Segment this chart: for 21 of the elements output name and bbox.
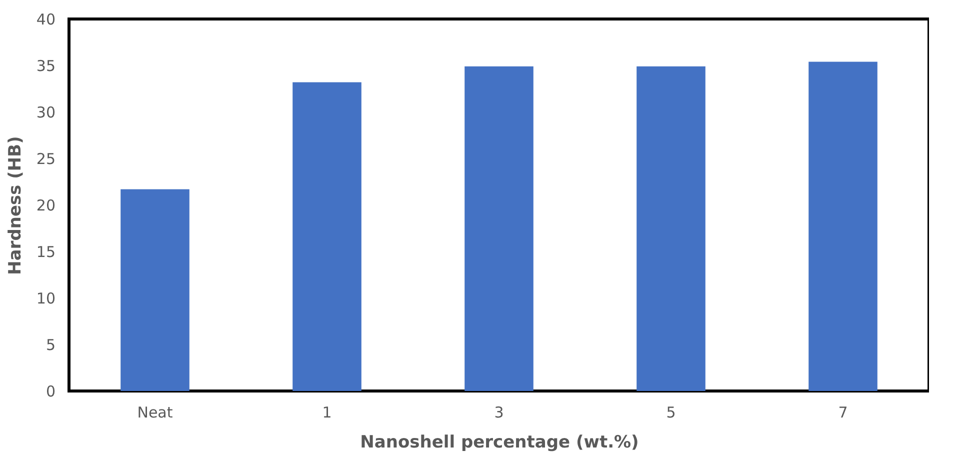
bar xyxy=(120,189,190,391)
bar xyxy=(808,62,878,391)
y-tick-label: 30 xyxy=(36,104,56,122)
y-tick-label: 0 xyxy=(46,382,56,400)
y-tick-label: 10 xyxy=(36,290,56,308)
x-tick-label: Neat xyxy=(137,404,173,422)
y-tick-label: 15 xyxy=(36,243,56,261)
bar xyxy=(292,82,362,391)
bar xyxy=(636,66,706,391)
x-axis-title: Nanoshell percentage (wt.%) xyxy=(360,432,639,452)
bar xyxy=(464,66,534,391)
y-tick-label: 35 xyxy=(36,57,56,75)
y-tick-label: 20 xyxy=(36,196,56,214)
y-tick-label: 25 xyxy=(36,150,56,168)
x-tick-label: 1 xyxy=(322,404,332,422)
x-tick-label: 7 xyxy=(838,404,848,422)
y-tick-label: 40 xyxy=(36,10,56,28)
x-tick-label: 5 xyxy=(666,404,676,422)
x-tick-label: 3 xyxy=(494,404,504,422)
y-tick-label: 5 xyxy=(46,336,56,354)
y-axis-title: Hardness (HB) xyxy=(5,136,26,275)
